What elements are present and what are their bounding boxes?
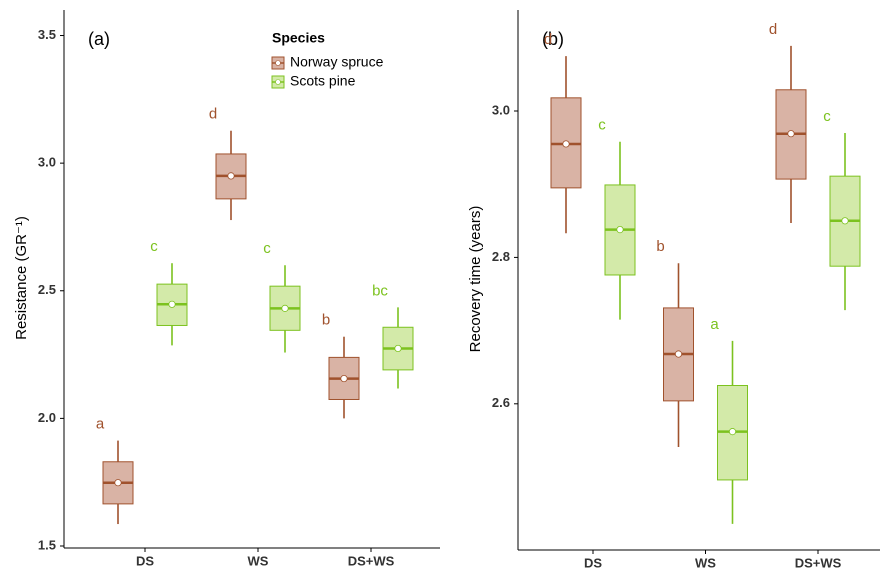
group-letter: a [96,416,105,433]
group-letter: c [823,108,831,125]
mean [674,350,683,358]
mean [281,304,289,312]
group-letter: c [598,117,606,134]
panel-label: (b) [542,29,564,49]
y-tick-label: 3.5 [38,27,56,42]
group-letter: d [544,31,552,48]
mean [728,428,737,436]
group-letter: b [656,238,664,255]
y-tick-label: 3.0 [492,102,510,117]
legend-label: Norway spruce [290,54,384,70]
y-axis-label: Resistance (GR⁻¹) [13,216,30,340]
x-tick-label: DS+WS [348,553,395,568]
group-letter: c [263,240,271,257]
mean [168,300,176,308]
panel-label: (a) [88,29,110,49]
x-tick-label: DS [136,553,154,568]
group-letter: c [150,238,158,255]
mean [114,479,122,487]
y-tick-label: 2.0 [38,410,56,425]
group-letter: d [209,106,217,123]
mean [616,225,624,234]
y-tick-label: 2.6 [492,395,510,410]
x-tick-label: DS [584,555,602,570]
legend-key-dot [275,79,281,85]
mean [227,172,235,180]
group-letter: bc [372,282,388,299]
y-tick-label: 1.5 [38,537,56,552]
mean [787,130,795,138]
y-tick-label: 2.8 [492,249,510,264]
y-axis-label: Recovery time (years) [467,206,484,353]
group-letter: b [322,312,330,329]
mean [841,217,849,225]
group-letter: a [710,316,719,333]
legend-label: Scots pine [290,73,356,89]
legend-title: Species [272,30,325,46]
x-tick-label: DS+WS [795,555,842,570]
x-tick-label: WS [248,553,269,568]
mean [340,374,348,383]
y-tick-label: 3.0 [38,155,56,170]
x-tick-label: WS [695,555,716,570]
legend-key-dot [275,60,281,66]
mean [562,140,570,148]
group-letter: d [769,21,777,38]
mean [394,344,402,353]
y-tick-label: 2.5 [38,282,56,297]
